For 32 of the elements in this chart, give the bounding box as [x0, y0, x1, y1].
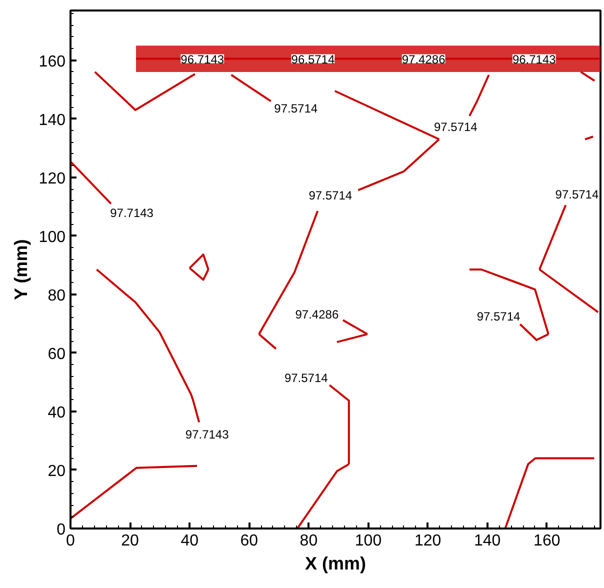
- y-tick-label: 160: [38, 53, 66, 70]
- series-label: 97.4286: [295, 308, 339, 322]
- y-tick-label: 140: [38, 112, 66, 129]
- annotation: 96.7143: [180, 52, 224, 66]
- x-tick-label: 80: [300, 532, 318, 550]
- series-label: 97.5714: [555, 188, 599, 202]
- annotation: 97.4286: [402, 52, 446, 66]
- x-tick-label: 20: [121, 532, 140, 550]
- annotation: 96.7143: [512, 52, 556, 66]
- x-tick-label: 120: [414, 532, 442, 550]
- series-label: 97.7143: [185, 427, 230, 442]
- annotation: 96.5714: [291, 52, 335, 66]
- x-tick-label: 40: [180, 532, 199, 550]
- x-tick-label: 100: [354, 532, 382, 550]
- x-axis-title: X (mm): [305, 554, 366, 574]
- y-tick-label: 0: [56, 522, 66, 538]
- y-tick-label: 40: [48, 404, 66, 422]
- series-label: 97.5714: [284, 371, 328, 386]
- y-tick-label: 60: [48, 346, 66, 363]
- y-tick-label: 100: [38, 228, 66, 246]
- series-label: 97.5714: [274, 101, 318, 116]
- y-tick-label: 80: [48, 287, 66, 304]
- series-label: 97.5714: [476, 309, 521, 324]
- y-tick-label: 20: [48, 462, 66, 480]
- series-label: 97.5714: [434, 120, 478, 134]
- series-label: 97.5714: [308, 188, 352, 202]
- x-tick-label: 140: [474, 532, 501, 550]
- y-tick-label: 120: [38, 170, 66, 188]
- series-label: 97.7143: [110, 206, 154, 220]
- y-axis-title: Y (mm): [10, 239, 31, 300]
- x-tick-label: 160: [534, 532, 560, 550]
- x-tick-label: 60: [240, 532, 258, 550]
